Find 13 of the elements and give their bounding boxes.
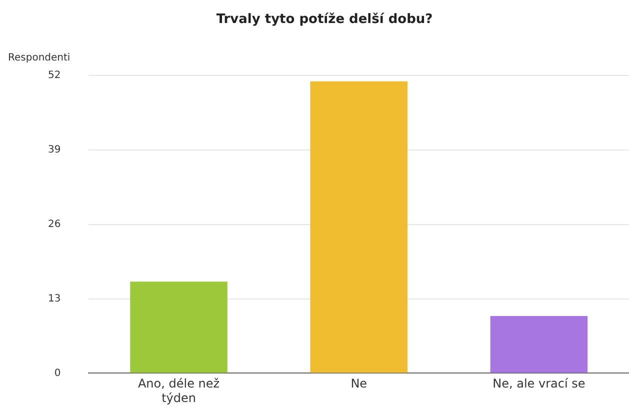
- x-tick-label: Ne: [350, 376, 368, 391]
- y-axis-title: Respondenti: [8, 52, 70, 64]
- x-tick-label: Ne, ale vrací se: [492, 376, 586, 391]
- x-tick-label: Ano, déle než týden: [138, 376, 220, 405]
- y-tick-label: 26: [48, 218, 61, 230]
- y-tick-label: 52: [48, 70, 61, 82]
- y-tick-label: 39: [48, 144, 61, 156]
- bar: [130, 282, 228, 373]
- bar: [490, 316, 588, 373]
- y-tick-label: 0: [54, 368, 61, 379]
- bar: [310, 81, 408, 373]
- y-tick-label: 13: [48, 293, 61, 304]
- chart-title: Trvaly tyto potíže delší dobu?: [216, 12, 433, 28]
